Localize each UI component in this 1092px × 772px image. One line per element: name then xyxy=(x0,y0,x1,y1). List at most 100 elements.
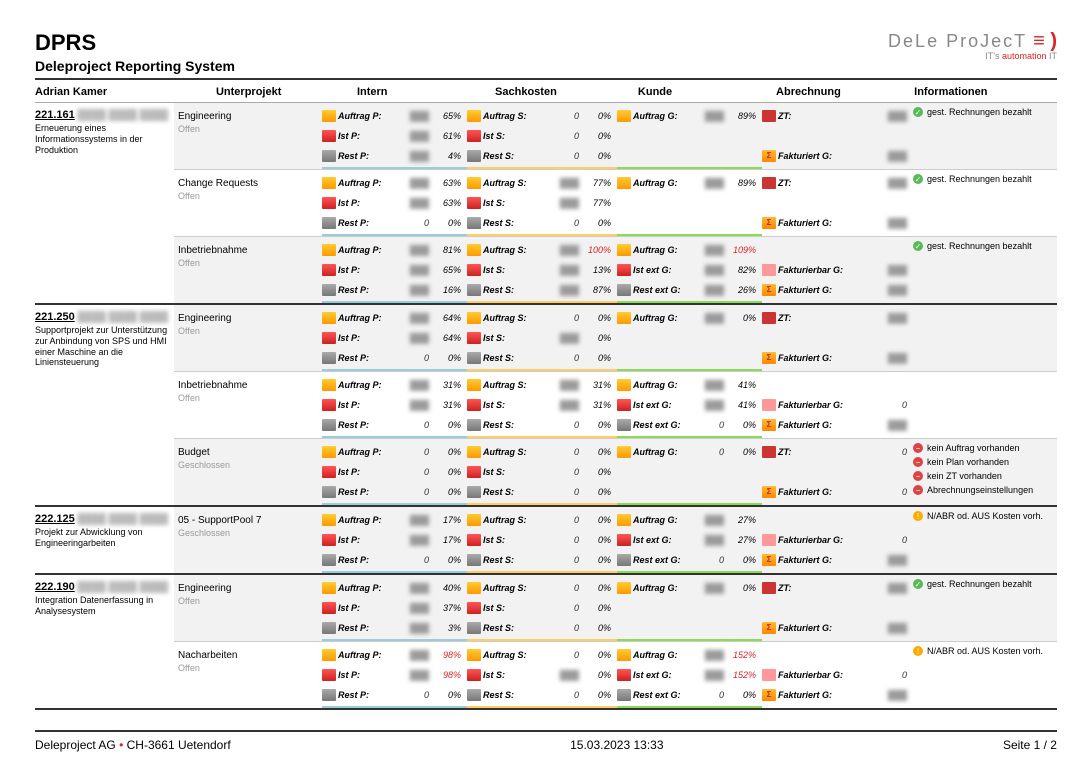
abr-icon: Σ xyxy=(762,284,776,296)
metric-label: Rest P: xyxy=(338,555,397,565)
metric-pct: 41% xyxy=(724,400,756,410)
metric-icon xyxy=(467,554,481,566)
abr-icon xyxy=(762,110,776,122)
metric-icon xyxy=(617,264,631,276)
metric-pct: 27% xyxy=(724,535,756,545)
metric-icon xyxy=(467,689,481,701)
metric-value: 0 xyxy=(397,555,429,565)
metric-line: Auftrag G: 00% xyxy=(617,443,762,461)
metric-pct: 0% xyxy=(579,333,611,343)
project-number[interactable]: 222.125 xyxy=(35,513,75,525)
metric-pct: 77% xyxy=(579,198,611,208)
metric-pct: 77% xyxy=(579,178,611,188)
metric-pct: 0% xyxy=(724,690,756,700)
metric-label: Rest S: xyxy=(483,218,547,228)
abr-icon: Σ xyxy=(762,689,776,701)
metric-icon xyxy=(467,582,481,594)
abr-icon xyxy=(762,177,776,189)
metric-value: 0 xyxy=(397,420,429,430)
status-dot-icon: ✓ xyxy=(913,241,923,251)
metric-icon xyxy=(322,582,336,594)
abr-label: ZT: xyxy=(778,583,875,593)
metric-pct: 63% xyxy=(429,198,461,208)
abr-icon: Σ xyxy=(762,419,776,431)
abr-label: ZT: xyxy=(778,313,875,323)
metric-label: Auftrag G: xyxy=(633,583,692,593)
abr-icon: Σ xyxy=(762,622,776,634)
metric-icon xyxy=(322,379,336,391)
metric-icon xyxy=(322,130,336,142)
metric-icon xyxy=(322,332,336,344)
abr-line: Σ Fakturiert G: ███ xyxy=(762,416,907,434)
metric-label: Ist S: xyxy=(483,535,547,545)
status-dot-icon: ! xyxy=(913,646,923,656)
projects-container: 221.161 ████ ████ ████ Erneuerung eines … xyxy=(35,103,1057,710)
metric-value: ███ xyxy=(547,178,579,188)
metric-icon xyxy=(322,217,336,229)
metric-line: Ist P: 00% xyxy=(322,463,467,481)
info-cell: − kein Auftrag vorhanden − kein Plan vor… xyxy=(907,443,1057,505)
metric-line: Rest ext G: 00% xyxy=(617,551,762,569)
project-number[interactable]: 221.161 xyxy=(35,109,75,121)
metric-line: Auftrag G: ███27% xyxy=(617,511,762,529)
project-row: 222.190 ████ ████ ████ Integration Daten… xyxy=(35,575,1057,710)
metric-value: 0 xyxy=(397,467,429,477)
metric-line: Auftrag G: ███109% xyxy=(617,241,762,259)
subproject-name: Inbetriebnahme xyxy=(178,380,318,391)
abr-spacer xyxy=(762,194,907,212)
metric-label: Ist P: xyxy=(338,400,397,410)
info-line: ! N/ABR od. AUS Kosten vorh. xyxy=(913,646,1057,656)
metric-pct: 64% xyxy=(429,333,461,343)
metric-line: Ist S: ███0% xyxy=(467,666,617,684)
metric-value: ███ xyxy=(397,313,429,323)
metric-line: Rest S: 00% xyxy=(467,214,617,232)
metric-icon xyxy=(322,312,336,324)
metric-label: Auftrag P: xyxy=(338,515,397,525)
metric-icon xyxy=(322,514,336,526)
metric-line: Auftrag P: ███63% xyxy=(322,174,467,192)
abr-line: ZT: ███ xyxy=(762,309,907,327)
metric-line: Rest ext G: 00% xyxy=(617,416,762,434)
abr-line: Σ Fakturiert G: ███ xyxy=(762,686,907,704)
metric-line: Auftrag S: 00% xyxy=(467,579,617,597)
metric-line: Auftrag P: ███65% xyxy=(322,107,467,125)
metric-line: Rest P: 00% xyxy=(322,483,467,501)
abr-icon: Σ xyxy=(762,150,776,162)
project-number[interactable]: 221.250 xyxy=(35,311,75,323)
metric-label: Auftrag G: xyxy=(633,650,692,660)
metric-value: ███ xyxy=(397,670,429,680)
metric-value: 0 xyxy=(547,623,579,633)
project-number[interactable]: 222.190 xyxy=(35,581,75,593)
metric-line: Auftrag S: ███77% xyxy=(467,174,617,192)
abr-value: 0 xyxy=(875,487,907,497)
sach-metrics: Auftrag S: 00% Ist S: 00% Rest S: 00% xyxy=(467,511,617,573)
metric-pct: 109% xyxy=(724,245,756,255)
metric-label: Ist ext G: xyxy=(633,265,692,275)
metric-value: ███ xyxy=(547,245,579,255)
metric-label: Rest P: xyxy=(338,690,397,700)
metric-line: Ist S: 00% xyxy=(467,531,617,549)
metric-line: Ist S: ███31% xyxy=(467,396,617,414)
metric-icon xyxy=(617,534,631,546)
abr-metrics: Fakturierbar G: ███ Σ Fakturiert G: ███ xyxy=(762,241,907,303)
metric-label: Ist S: xyxy=(483,400,547,410)
metric-pct: 0% xyxy=(429,447,461,457)
project-row: 221.250 ████ ████ ████ Supportprojekt zu… xyxy=(35,305,1057,507)
kunde-metrics: Auftrag G: ███0% xyxy=(617,309,762,371)
metric-icon xyxy=(322,110,336,122)
metric-pct: 100% xyxy=(579,245,611,255)
metric-value: ███ xyxy=(397,265,429,275)
metric-pct: 0% xyxy=(579,515,611,525)
metric-pct: 0% xyxy=(429,467,461,477)
metric-icon xyxy=(617,689,631,701)
kunde-metrics: Auftrag G: 00% xyxy=(617,443,762,505)
info-text: N/ABR od. AUS Kosten vorh. xyxy=(927,646,1043,656)
metric-value: 0 xyxy=(547,467,579,477)
metric-line: Rest S: ███87% xyxy=(467,281,617,299)
abr-spacer xyxy=(762,463,907,481)
abr-value: ███ xyxy=(875,353,907,363)
metric-value: ███ xyxy=(692,670,724,680)
subprojects: Engineering Offen Auftrag P: ███40% Ist … xyxy=(174,575,1057,708)
kunde-metrics: Auftrag G: ███89% xyxy=(617,174,762,236)
metric-icon xyxy=(617,312,631,324)
